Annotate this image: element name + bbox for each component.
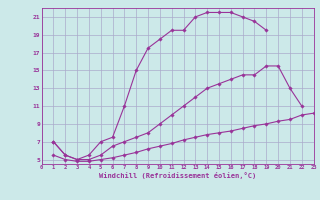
X-axis label: Windchill (Refroidissement éolien,°C): Windchill (Refroidissement éolien,°C): [99, 172, 256, 179]
